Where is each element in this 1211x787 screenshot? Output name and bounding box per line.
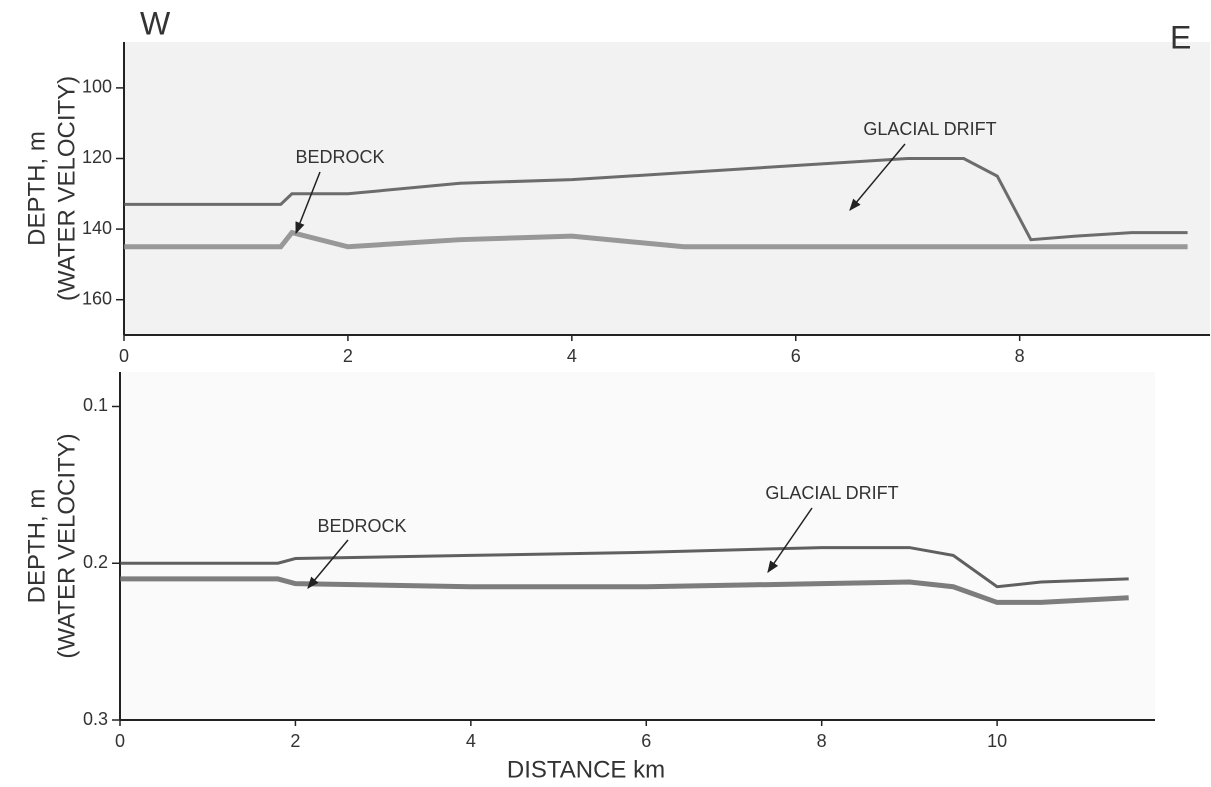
direction-label: E [1170,19,1191,55]
y-tick-label: 100 [82,77,112,97]
x-tick-label: 0 [119,346,129,366]
annotation: GLACIAL DRIFT [863,119,996,139]
y-tick-label: 0.2 [83,552,108,572]
y-tick-label: 0.3 [83,709,108,729]
annotation: BEDROCK [295,147,384,167]
x-tick-label: 4 [466,731,476,751]
y-tick-label: 160 [82,288,112,308]
y-tick-label: 140 [82,218,112,238]
x-tick-label: 6 [791,346,801,366]
y-axis-label: DEPTH, m [23,489,50,604]
x-tick-label: 0 [115,731,125,751]
x-tick-label: 8 [1015,346,1025,366]
x-tick-label: 2 [343,346,353,366]
x-tick-label: 8 [817,731,827,751]
x-tick-label: 10 [987,731,1007,751]
x-tick-label: 4 [567,346,577,366]
annotation: BEDROCK [317,516,406,536]
y-tick-label: 0.1 [83,395,108,415]
y-tick-label: 120 [82,147,112,167]
profile-area [124,42,1210,335]
y-axis-label: (WATER VELOCITY) [53,76,80,301]
profile-area [120,372,1155,720]
annotation: GLACIAL DRIFT [765,483,898,503]
x-tick-label: 2 [290,731,300,751]
y-axis-label: (WATER VELOCITY) [53,433,80,658]
direction-label: W [140,5,171,41]
x-tick-label: 6 [641,731,651,751]
x-axis-label: DISTANCE km [507,756,665,783]
figure: 10012014016002468DEPTH, m(WATER VELOCITY… [0,0,1211,787]
y-axis-label: DEPTH, m [23,131,50,246]
